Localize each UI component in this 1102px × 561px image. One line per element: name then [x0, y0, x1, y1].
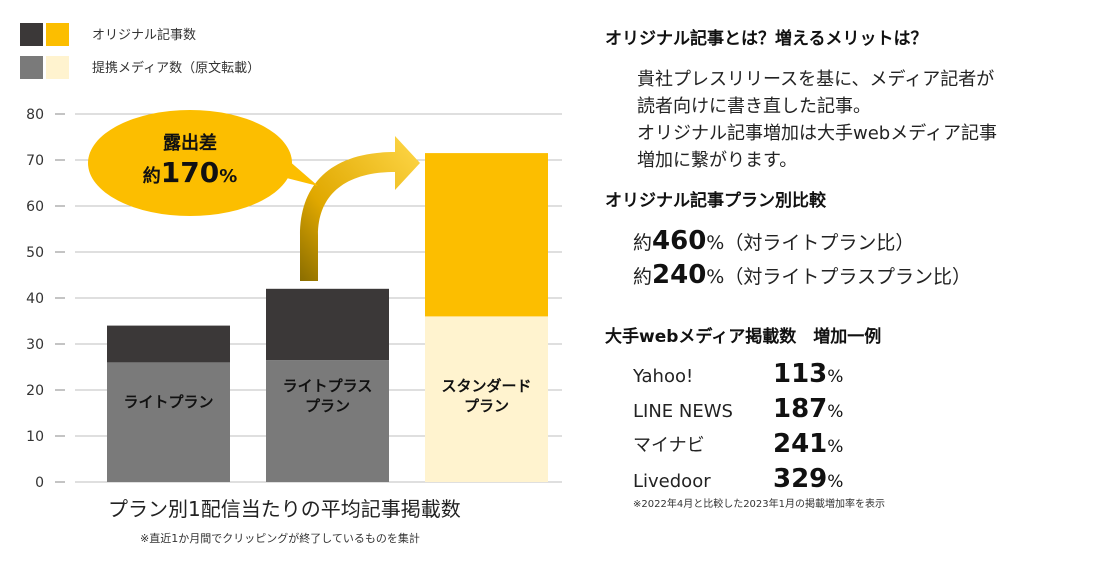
media-row-yahoo: Yahoo! 113%	[633, 357, 933, 391]
media-value: 187%	[773, 394, 844, 424]
comparison-light-plus: 約240%（対ライトプラスプラン比）	[633, 260, 971, 290]
comparison-suffix: %（対ライトプラスプラン比）	[706, 266, 971, 288]
bar-partner-media	[266, 360, 389, 482]
media-value: 113%	[773, 359, 844, 389]
y-tick-label: 10	[26, 429, 44, 445]
heading-original-article: オリジナル記事とは？増えるメリットは？	[605, 29, 928, 49]
bar-category-label: ライトプラス	[283, 377, 373, 395]
bar-original-articles	[107, 325, 230, 363]
heading-media-increase: 大手webメディア掲載数 増加一例	[605, 327, 882, 347]
comparison-prefix: 約	[633, 232, 653, 254]
y-tick-label: 70	[26, 153, 44, 169]
media-name: LINE NEWS	[633, 401, 733, 422]
bar-original-articles	[266, 288, 389, 361]
y-tick-label: 0	[35, 475, 44, 491]
exposure-callout: 露出差 約170%	[88, 110, 318, 216]
chart-note: ※直近1か月間でクリッピングが終了しているものを集計	[140, 532, 420, 545]
comparison-value: 460	[652, 226, 707, 256]
legend-swatch	[20, 56, 43, 79]
bar-original-articles	[425, 153, 548, 317]
legend-label: オリジナル記事数	[92, 27, 196, 43]
y-tick-label: 50	[26, 245, 44, 261]
bar-category-label: プラン	[464, 397, 509, 415]
heading-plan-comparison: オリジナル記事プラン別比較	[605, 191, 826, 211]
media-name: Yahoo!	[633, 366, 694, 387]
comparison-prefix: 約	[633, 266, 653, 288]
legend-swatch	[46, 23, 69, 46]
callout-value: 約170%	[143, 156, 238, 189]
media-footnote: ※2022年4月と比較した2023年1月の掲載増加率を表示	[633, 499, 886, 510]
increase-arrow	[300, 136, 420, 281]
bar-partner-media	[107, 362, 230, 482]
description-line-3: オリジナル記事増加は大手webメディア記事	[637, 123, 997, 144]
media-value: 329%	[773, 464, 844, 494]
legend-label: 提携メディア数（原文転載）	[92, 60, 260, 76]
bar-partner-media	[425, 316, 548, 482]
media-row-line-news: LINE NEWS 187%	[633, 392, 933, 426]
comparison-suffix: %（対ライトプラン比）	[706, 232, 915, 254]
comparison-light: 約460%（対ライトプラン比）	[633, 226, 914, 256]
y-tick-label: 30	[26, 337, 44, 353]
description-line-4: 増加に繋がります。	[637, 150, 798, 171]
bar-category-label: スタンダード	[441, 377, 531, 395]
media-row-livedoor: Livedoor 329%	[633, 462, 933, 496]
legend-swatch	[46, 56, 69, 79]
bar-category-label: ライトプラン	[123, 393, 213, 411]
y-tick-label: 40	[26, 291, 44, 307]
comparison-value: 240	[652, 260, 707, 290]
description-line-1: 貴社プレスリリースを基に、メディア記者が	[637, 69, 995, 90]
y-tick-label: 60	[26, 199, 44, 215]
callout-label: 露出差	[163, 132, 217, 154]
legend-swatch	[20, 23, 43, 46]
y-axis: 0 10 20 30 40 50 60 70 80	[26, 107, 65, 491]
bar-category-label: プラン	[305, 397, 350, 415]
y-tick-label: 20	[26, 383, 44, 399]
media-row-mynavi: マイナビ 241%	[633, 427, 933, 461]
description-line-2: 読者向けに書き直した記事。	[637, 96, 871, 117]
media-value: 241%	[773, 429, 844, 459]
chart-title: プラン別1配信当たりの平均記事掲載数	[108, 497, 461, 521]
media-name: マイナビ	[633, 435, 705, 456]
y-tick-label: 80	[26, 107, 44, 123]
media-name: Livedoor	[633, 471, 711, 492]
